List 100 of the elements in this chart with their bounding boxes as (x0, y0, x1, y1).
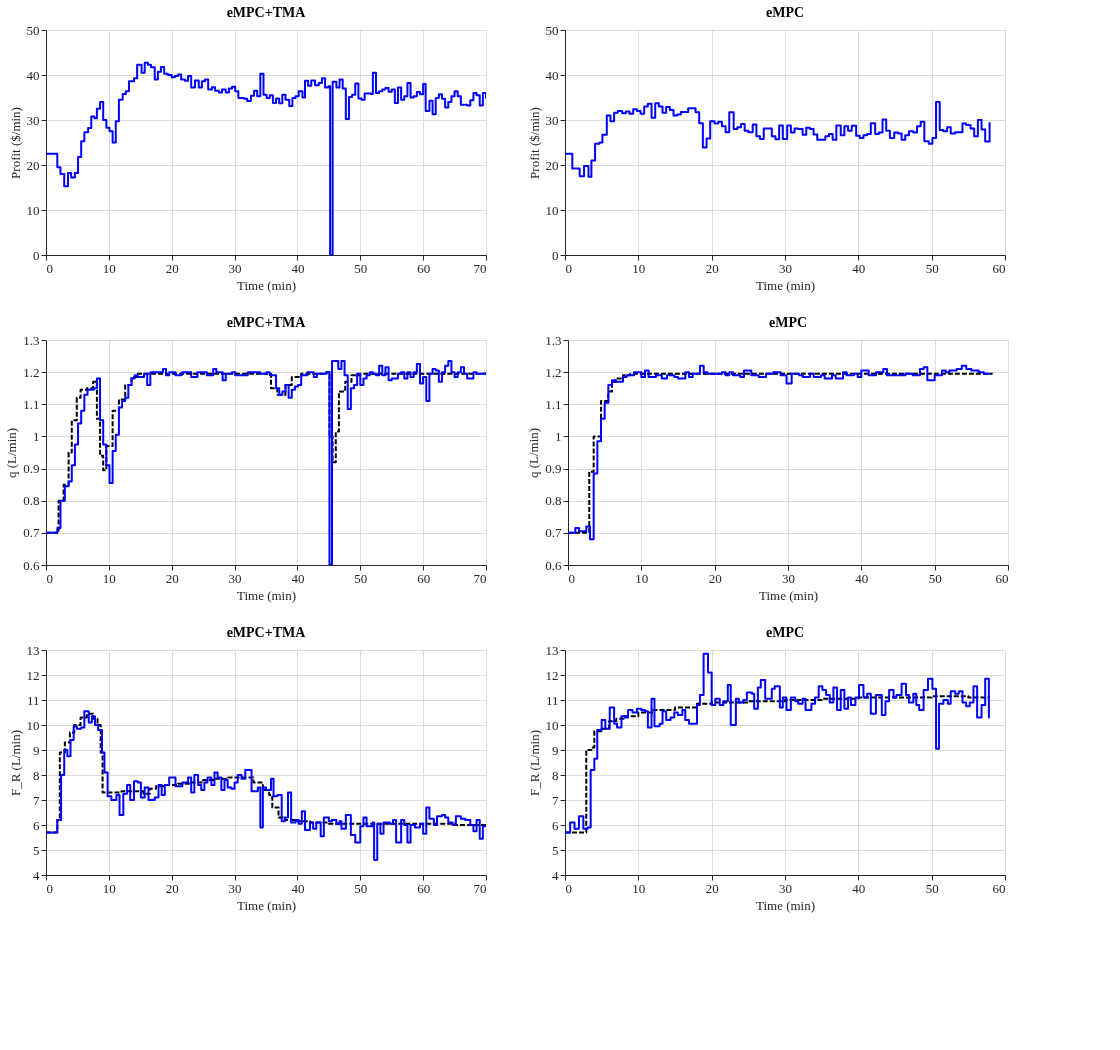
x-axis-title: Time (min) (236, 587, 297, 603)
x-tick-label: 50 (925, 880, 939, 896)
y-tick-label: 50 (26, 22, 40, 38)
x-tick-label: 70 (473, 260, 487, 276)
x-tick-label: 50 (354, 260, 368, 276)
x-tick-label: 30 (779, 260, 792, 276)
y-tick-label: 40 (26, 67, 40, 83)
y-tick-label: 4 (33, 867, 40, 883)
y-tick-label: 30 (26, 112, 40, 128)
x-tick-label: 30 (779, 880, 792, 896)
y-tick-label: 10 (26, 717, 40, 733)
y-tick-label: 40 (545, 67, 559, 83)
x-tick-label: 50 (928, 570, 942, 586)
y-tick-label: 9 (552, 742, 559, 758)
y-tick-label: 0.6 (545, 557, 562, 573)
y-axis-title: F_R (L/min) (7, 729, 23, 797)
x-tick-label: 60 (992, 260, 1006, 276)
x-tick-label: 30 (228, 260, 242, 276)
x-tick-label: 20 (705, 880, 719, 896)
x-tick-label: 60 (995, 570, 1009, 586)
y-tick-label: 0.8 (23, 493, 40, 509)
x-tick-label: 70 (473, 880, 487, 896)
x-tick-label: 40 (855, 570, 869, 586)
y-tick-label: 1.2 (23, 364, 40, 380)
y-tick-label: 12 (545, 667, 559, 683)
x-tick-label: 20 (165, 570, 179, 586)
x-tick-label: 0 (568, 570, 575, 586)
x-tick-label: 40 (852, 260, 866, 276)
y-tick-label: 6 (552, 817, 559, 833)
y-tick-label: 8 (33, 767, 40, 783)
y-tick-label: 20 (26, 157, 40, 173)
x-tick-label: 20 (705, 260, 719, 276)
y-tick-label: 20 (545, 157, 559, 173)
y-tick-label: 10 (26, 202, 40, 218)
x-tick-label: 30 (782, 570, 795, 586)
y-axis-title: q (L/min) (526, 427, 542, 479)
y-tick-label: 10 (545, 717, 559, 733)
x-tick-label: 60 (417, 570, 431, 586)
chart-title: eMPC+TMA (226, 625, 307, 640)
y-tick-label: 13 (545, 642, 559, 658)
y-tick-label: 0 (552, 247, 559, 263)
y-tick-label: 6 (33, 817, 40, 833)
y-tick-label: 11 (26, 692, 40, 708)
x-tick-label: 10 (102, 570, 116, 586)
y-tick-label: 12 (26, 667, 40, 683)
y-axis-title: Profit ($/min) (7, 107, 23, 179)
y-tick-label: 0.6 (23, 557, 40, 573)
x-axis-title: Time (min) (236, 897, 297, 913)
x-tick-label: 10 (632, 260, 646, 276)
y-tick-label: 11 (545, 692, 559, 708)
y-tick-label: 0.7 (545, 525, 562, 541)
x-axis-title: Time (min) (758, 587, 819, 603)
x-axis-title: Time (min) (236, 277, 297, 293)
y-tick-label: 1.1 (545, 396, 562, 412)
y-axis-title: q (L/min) (4, 427, 20, 479)
y-tick-label: 0.7 (23, 525, 40, 541)
chart-title: eMPC (765, 625, 805, 640)
x-tick-label: 20 (165, 880, 179, 896)
x-tick-label: 60 (417, 260, 431, 276)
x-tick-label: 70 (473, 570, 487, 586)
y-axis-title: Profit ($/min) (526, 107, 542, 179)
x-tick-label: 50 (354, 880, 368, 896)
y-tick-label: 9 (33, 742, 40, 758)
chart-title: eMPC (768, 315, 808, 330)
x-tick-label: 40 (291, 260, 305, 276)
y-tick-label: 1.3 (23, 332, 40, 348)
x-tick-label: 50 (354, 570, 368, 586)
y-tick-label: 8 (552, 767, 559, 783)
x-tick-label: 0 (565, 260, 572, 276)
y-tick-label: 1 (555, 428, 562, 444)
x-tick-label: 40 (291, 570, 305, 586)
x-tick-label: 10 (102, 880, 116, 896)
x-tick-label: 40 (852, 880, 866, 896)
x-tick-label: 60 (992, 880, 1006, 896)
x-tick-label: 30 (228, 570, 242, 586)
y-tick-label: 10 (545, 202, 559, 218)
y-tick-label: 0.9 (545, 461, 562, 477)
x-tick-label: 30 (228, 880, 242, 896)
x-tick-label: 40 (291, 880, 305, 896)
x-tick-label: 60 (417, 880, 431, 896)
y-tick-label: 30 (545, 112, 559, 128)
y-tick-label: 1.1 (23, 396, 40, 412)
y-tick-label: 13 (26, 642, 40, 658)
y-tick-label: 0.9 (23, 461, 40, 477)
x-axis-title: Time (min) (755, 277, 816, 293)
y-tick-label: 7 (33, 792, 40, 808)
y-tick-label: 5 (33, 842, 40, 858)
y-tick-label: 1.2 (545, 364, 562, 380)
chart-title: eMPC (765, 5, 805, 20)
y-tick-label: 7 (552, 792, 559, 808)
y-axis-title: F_R (L/min) (526, 729, 542, 797)
x-tick-label: 0 (46, 880, 53, 896)
x-axis-title: Time (min) (755, 897, 816, 913)
y-tick-label: 4 (552, 867, 559, 883)
x-tick-label: 10 (102, 260, 116, 276)
x-tick-label: 20 (165, 260, 179, 276)
y-tick-label: 0.8 (545, 493, 562, 509)
y-tick-label: 5 (552, 842, 559, 858)
chart-title: eMPC+TMA (226, 315, 307, 330)
y-tick-label: 0 (33, 247, 40, 263)
